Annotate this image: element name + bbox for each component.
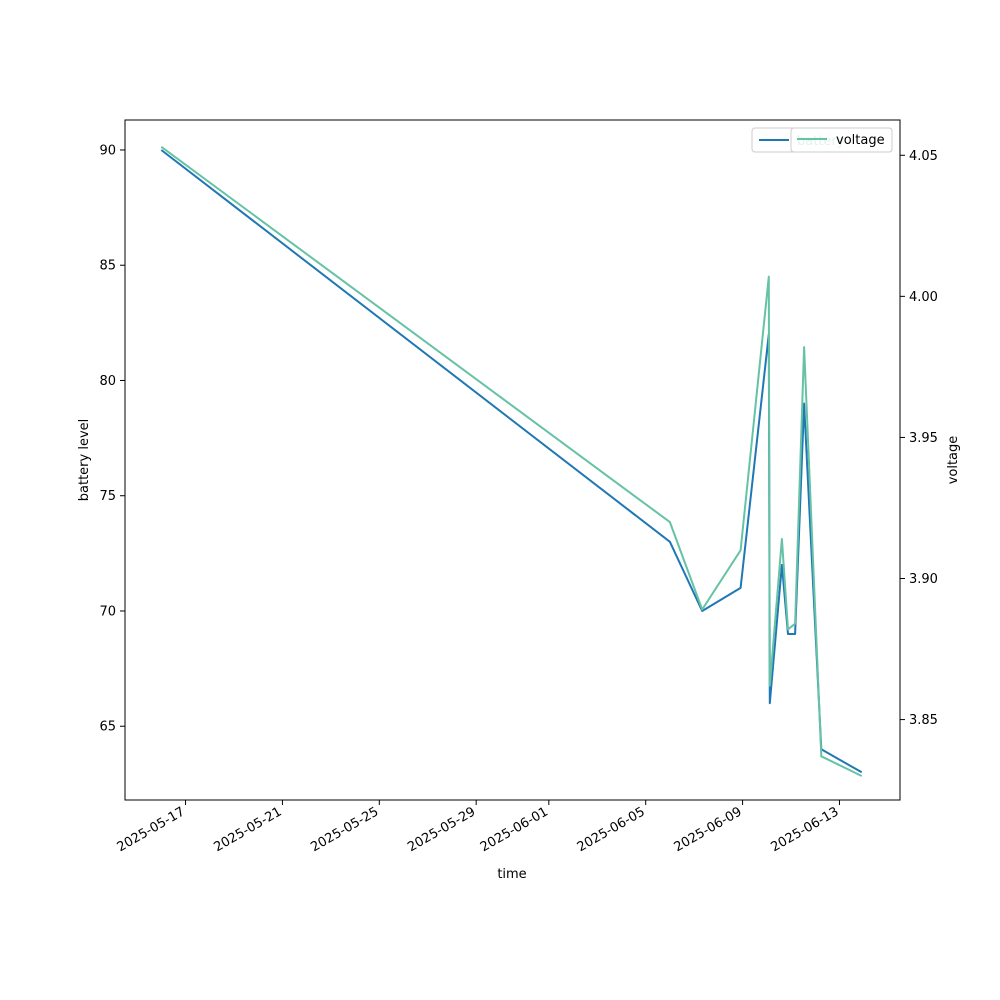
- y-right-tick-label: 4.00: [909, 290, 938, 305]
- series-layer: [160, 145, 863, 777]
- y-left-axis-ticks: 65 70 75 80 85 90: [99, 143, 125, 735]
- legend-voltage-label: voltage: [836, 133, 885, 148]
- y-left-tick-label: 75: [99, 489, 116, 504]
- y-left-tick-label: 80: [99, 374, 116, 389]
- y-right-axis-label: voltage: [946, 436, 961, 485]
- x-tick-label: 2025-05-25: [308, 804, 381, 855]
- y-right-tick-label: 3.95: [909, 431, 938, 446]
- y-left-axis-label: battery level: [77, 419, 92, 502]
- y-right-tick-label: 3.85: [909, 713, 938, 728]
- y-right-tick-label: 3.90: [909, 572, 938, 587]
- y-right-axis-ticks: 3.85 3.90 3.95 4.00 4.05: [900, 149, 938, 728]
- x-tick-label: 2025-06-01: [478, 804, 551, 855]
- y-left-tick-label: 70: [99, 604, 116, 619]
- y-left-tick-label: 90: [99, 143, 116, 158]
- x-tick-label: 2025-05-29: [405, 804, 478, 855]
- y-left-tick-label: 85: [99, 259, 116, 274]
- plot-frame: [124, 119, 901, 801]
- x-tick-label: 2025-05-17: [115, 804, 188, 855]
- x-tick-label: 2025-06-09: [672, 804, 745, 855]
- legend-voltage: voltage: [790, 127, 893, 153]
- series-line-battery: [160, 149, 863, 774]
- x-tick-label: 2025-06-05: [575, 804, 648, 855]
- legend-voltage-frame: [790, 127, 893, 153]
- x-axis-label: time: [497, 867, 526, 882]
- x-axis-ticks: 2025-05-17 2025-05-21 2025-05-25 2025-05-29…: [115, 800, 842, 855]
- x-tick-label: 2025-06-13: [769, 804, 842, 855]
- y-right-tick-label: 4.05: [909, 149, 938, 164]
- x-tick-label: 2025-05-21: [211, 804, 284, 855]
- y-left-tick-label: 65: [99, 720, 116, 735]
- series-line-voltage: [160, 145, 863, 777]
